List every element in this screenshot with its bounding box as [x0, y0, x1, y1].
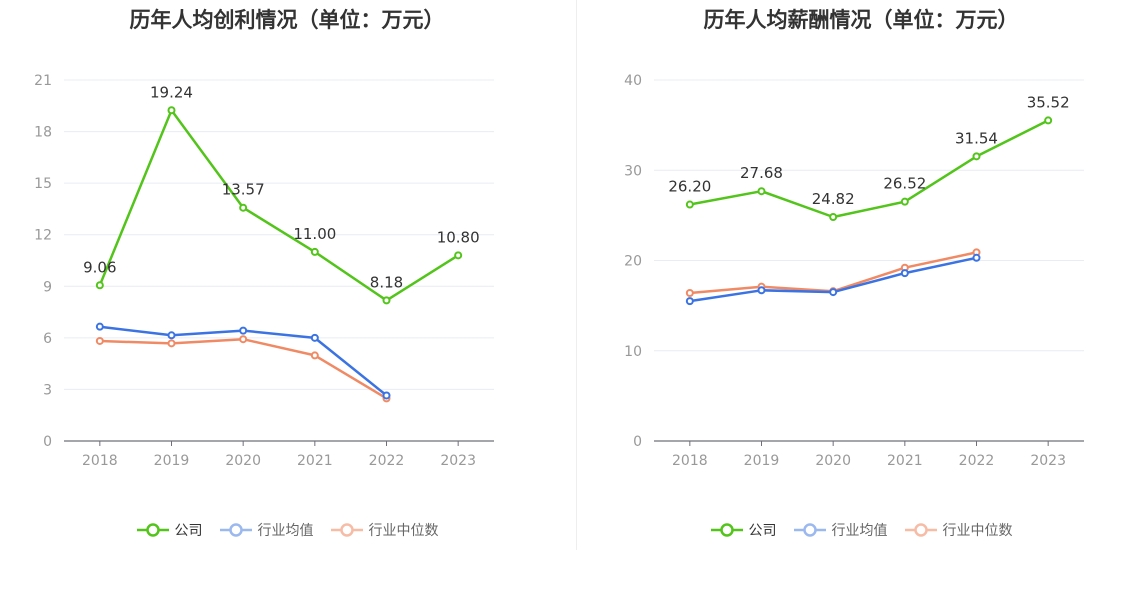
legend-label: 公司	[748, 523, 777, 539]
x-tick-label: 2019	[154, 453, 190, 469]
legend-company-icon	[710, 523, 743, 537]
x-tick-label: 2023	[1030, 453, 1066, 469]
data-label: 13.57	[222, 181, 265, 199]
data-point	[239, 326, 248, 335]
y-tick-label: 9	[43, 279, 52, 295]
data-point	[167, 339, 176, 348]
legend-industry-median-icon	[330, 523, 363, 537]
data-point	[382, 391, 391, 400]
legend-label: 公司	[174, 523, 203, 539]
legend-company-icon	[136, 523, 169, 537]
y-tick-label: 40	[624, 73, 642, 89]
profit-chart-panel: 历年人均创利情况（单位：万元） 0 3 6 9 12 15 18 21 2018 2019 2020…	[0, 8, 574, 541]
y-tick-label: 30	[624, 163, 642, 179]
y-tick-label: 20	[624, 254, 642, 270]
data-point	[239, 335, 248, 344]
chart-title: 历年人均创利情况（单位：万元）	[129, 8, 445, 32]
data-point	[167, 331, 176, 340]
data-point	[685, 200, 694, 209]
data-point	[685, 297, 694, 306]
legend-label: 行业中位数	[368, 523, 439, 539]
data-point	[310, 247, 319, 256]
data-label: 9.06	[83, 258, 116, 276]
x-tick-label: 2022	[369, 453, 405, 469]
x-tick-label: 2022	[959, 453, 995, 469]
legend-item-industry-average[interactable]: 行业均值	[793, 520, 888, 540]
legend-item-industry-median[interactable]: 行业中位数	[904, 520, 1013, 540]
data-point	[310, 333, 319, 342]
series-line	[98, 109, 459, 302]
data-label: 19.24	[150, 83, 193, 101]
salary-chart-panel: 历年人均薪酬情况（单位：万元） 0 10 20 30 40 2018 2019 2020 202…	[574, 0, 1148, 589]
data-point	[900, 269, 909, 278]
chart-legend: 公司 行业均值 行业中位数	[574, 519, 1148, 541]
data-label: 8.18	[370, 273, 403, 291]
data-point	[900, 197, 909, 206]
x-tick-label: 2018	[82, 453, 118, 469]
y-tick-label: 3	[43, 382, 52, 398]
y-tick-label: 21	[34, 73, 52, 89]
data-label: 10.80	[437, 228, 480, 246]
salary-chart-svg: 0 10 20 30 40 2018 2019 2020 2021 2022 2023 26.20 27…	[624, 73, 1084, 469]
data-point	[95, 336, 104, 345]
legend-item-company[interactable]: 公司	[136, 520, 203, 540]
data-point	[95, 281, 104, 290]
x-tick-label: 2020	[225, 453, 261, 469]
data-point	[382, 296, 391, 305]
data-label: 31.54	[955, 129, 998, 147]
chart-title: 历年人均薪酬情况（单位：万元）	[703, 8, 1019, 32]
y-tick-label: 6	[43, 331, 52, 347]
legend-label: 行业中位数	[942, 523, 1013, 539]
y-tick-label: 0	[43, 434, 52, 450]
series-line	[689, 251, 977, 295]
y-tick-label: 0	[633, 434, 642, 450]
data-point	[757, 286, 766, 295]
data-point	[1044, 116, 1053, 125]
panel-divider	[576, 0, 577, 550]
y-tick-label: 18	[34, 125, 52, 141]
data-point	[454, 251, 463, 260]
x-tick-label: 2021	[887, 453, 923, 469]
legend-industry-average-icon	[793, 523, 826, 537]
y-tick-label: 10	[624, 344, 642, 360]
legend-industry-average-icon	[219, 523, 252, 537]
legend-label: 行业均值	[257, 523, 314, 539]
x-tick-label: 2019	[744, 453, 780, 469]
x-tick-label: 2020	[815, 453, 851, 469]
x-tick-label: 2023	[440, 453, 476, 469]
data-point	[757, 187, 766, 196]
data-point	[972, 253, 981, 262]
legend-item-industry-median[interactable]: 行业中位数	[330, 520, 439, 540]
data-label: 27.68	[740, 164, 783, 182]
data-label: 11.00	[293, 225, 336, 243]
data-label: 24.82	[812, 190, 855, 208]
x-tick-label: 2021	[297, 453, 333, 469]
data-label: 35.52	[1027, 93, 1070, 111]
data-label: 26.52	[883, 175, 926, 193]
legend-industry-median-icon	[904, 523, 937, 537]
data-point	[239, 203, 248, 212]
profit-chart-svg: 0 3 6 9 12 15 18 21 2018 2019 2020 2021 2022 2023 9.06…	[34, 73, 494, 469]
legend-label: 行业均值	[831, 523, 888, 539]
data-label: 26.20	[668, 178, 711, 196]
x-tick-label: 2018	[672, 453, 708, 469]
series-line	[689, 119, 1049, 219]
data-point	[829, 212, 838, 221]
chart-legend: 公司 行业均值 行业中位数	[0, 519, 574, 541]
data-point	[310, 351, 319, 360]
legend-item-industry-average[interactable]: 行业均值	[219, 520, 314, 540]
data-point	[95, 322, 104, 331]
data-point	[972, 152, 981, 161]
data-point	[685, 288, 694, 297]
y-tick-label: 12	[34, 228, 52, 244]
data-point	[829, 288, 838, 297]
legend-item-company[interactable]: 公司	[710, 520, 777, 540]
data-point	[167, 106, 176, 115]
y-tick-label: 15	[34, 176, 52, 192]
